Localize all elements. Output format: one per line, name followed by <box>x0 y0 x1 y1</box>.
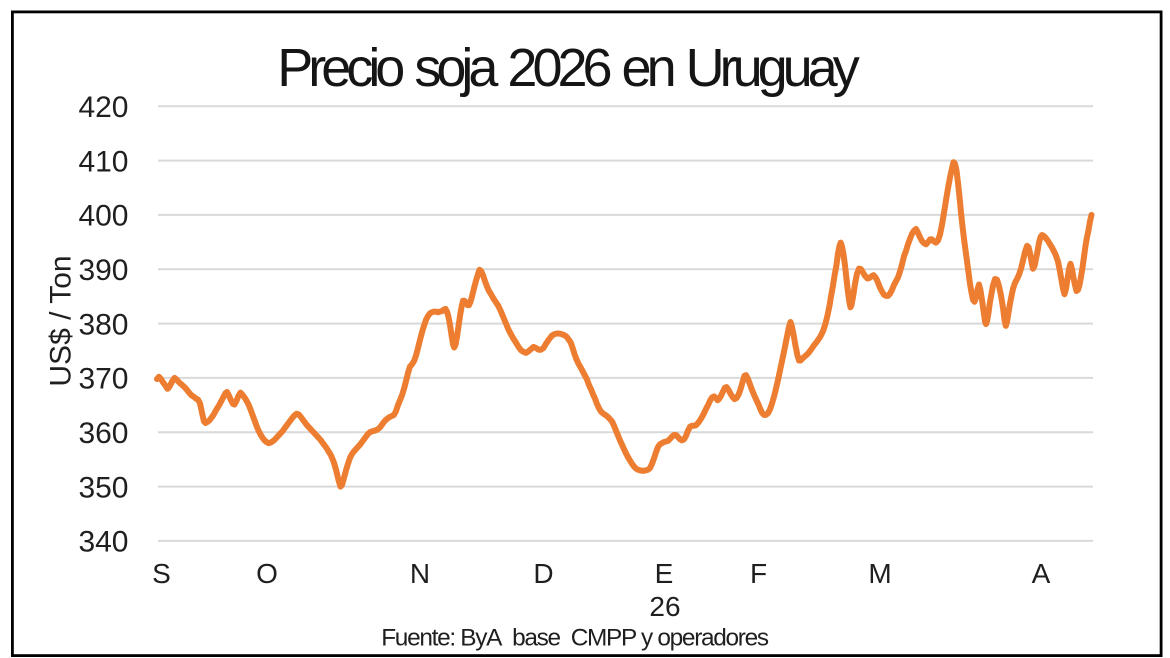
svg-text:US$ / Ton: US$ / Ton <box>45 255 78 386</box>
svg-text:400: 400 <box>78 200 128 233</box>
svg-text:26: 26 <box>649 591 680 622</box>
svg-text:D: D <box>533 558 553 589</box>
svg-text:390: 390 <box>78 254 128 287</box>
svg-text:340: 340 <box>78 526 128 559</box>
svg-text:M: M <box>868 558 891 589</box>
svg-text:Fuente: ByA base CMPP y oper: Fuente: ByA base CMPP y operadores <box>381 625 769 652</box>
svg-text:E: E <box>655 558 674 589</box>
svg-text:N: N <box>410 558 430 589</box>
svg-text:420: 420 <box>78 91 128 124</box>
svg-text:F: F <box>750 558 767 589</box>
svg-text:360: 360 <box>78 417 128 450</box>
svg-text:A: A <box>1032 558 1051 589</box>
svg-text:S: S <box>152 558 171 589</box>
svg-text:O: O <box>256 558 278 589</box>
svg-text:Precio soja 2026 en Uruguay: Precio soja 2026 en Uruguay <box>277 38 859 98</box>
svg-text:410: 410 <box>78 145 128 178</box>
svg-text:350: 350 <box>78 471 128 504</box>
svg-text:370: 370 <box>78 363 128 396</box>
svg-text:380: 380 <box>78 308 128 341</box>
